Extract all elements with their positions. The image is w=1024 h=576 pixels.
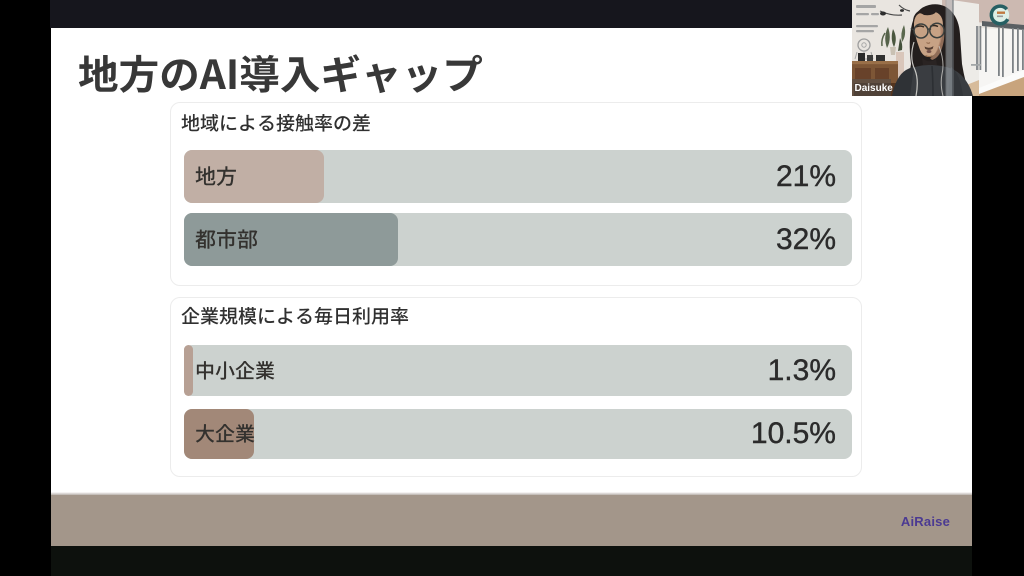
svg-text:Daisuke: Daisuke <box>855 83 894 94</box>
